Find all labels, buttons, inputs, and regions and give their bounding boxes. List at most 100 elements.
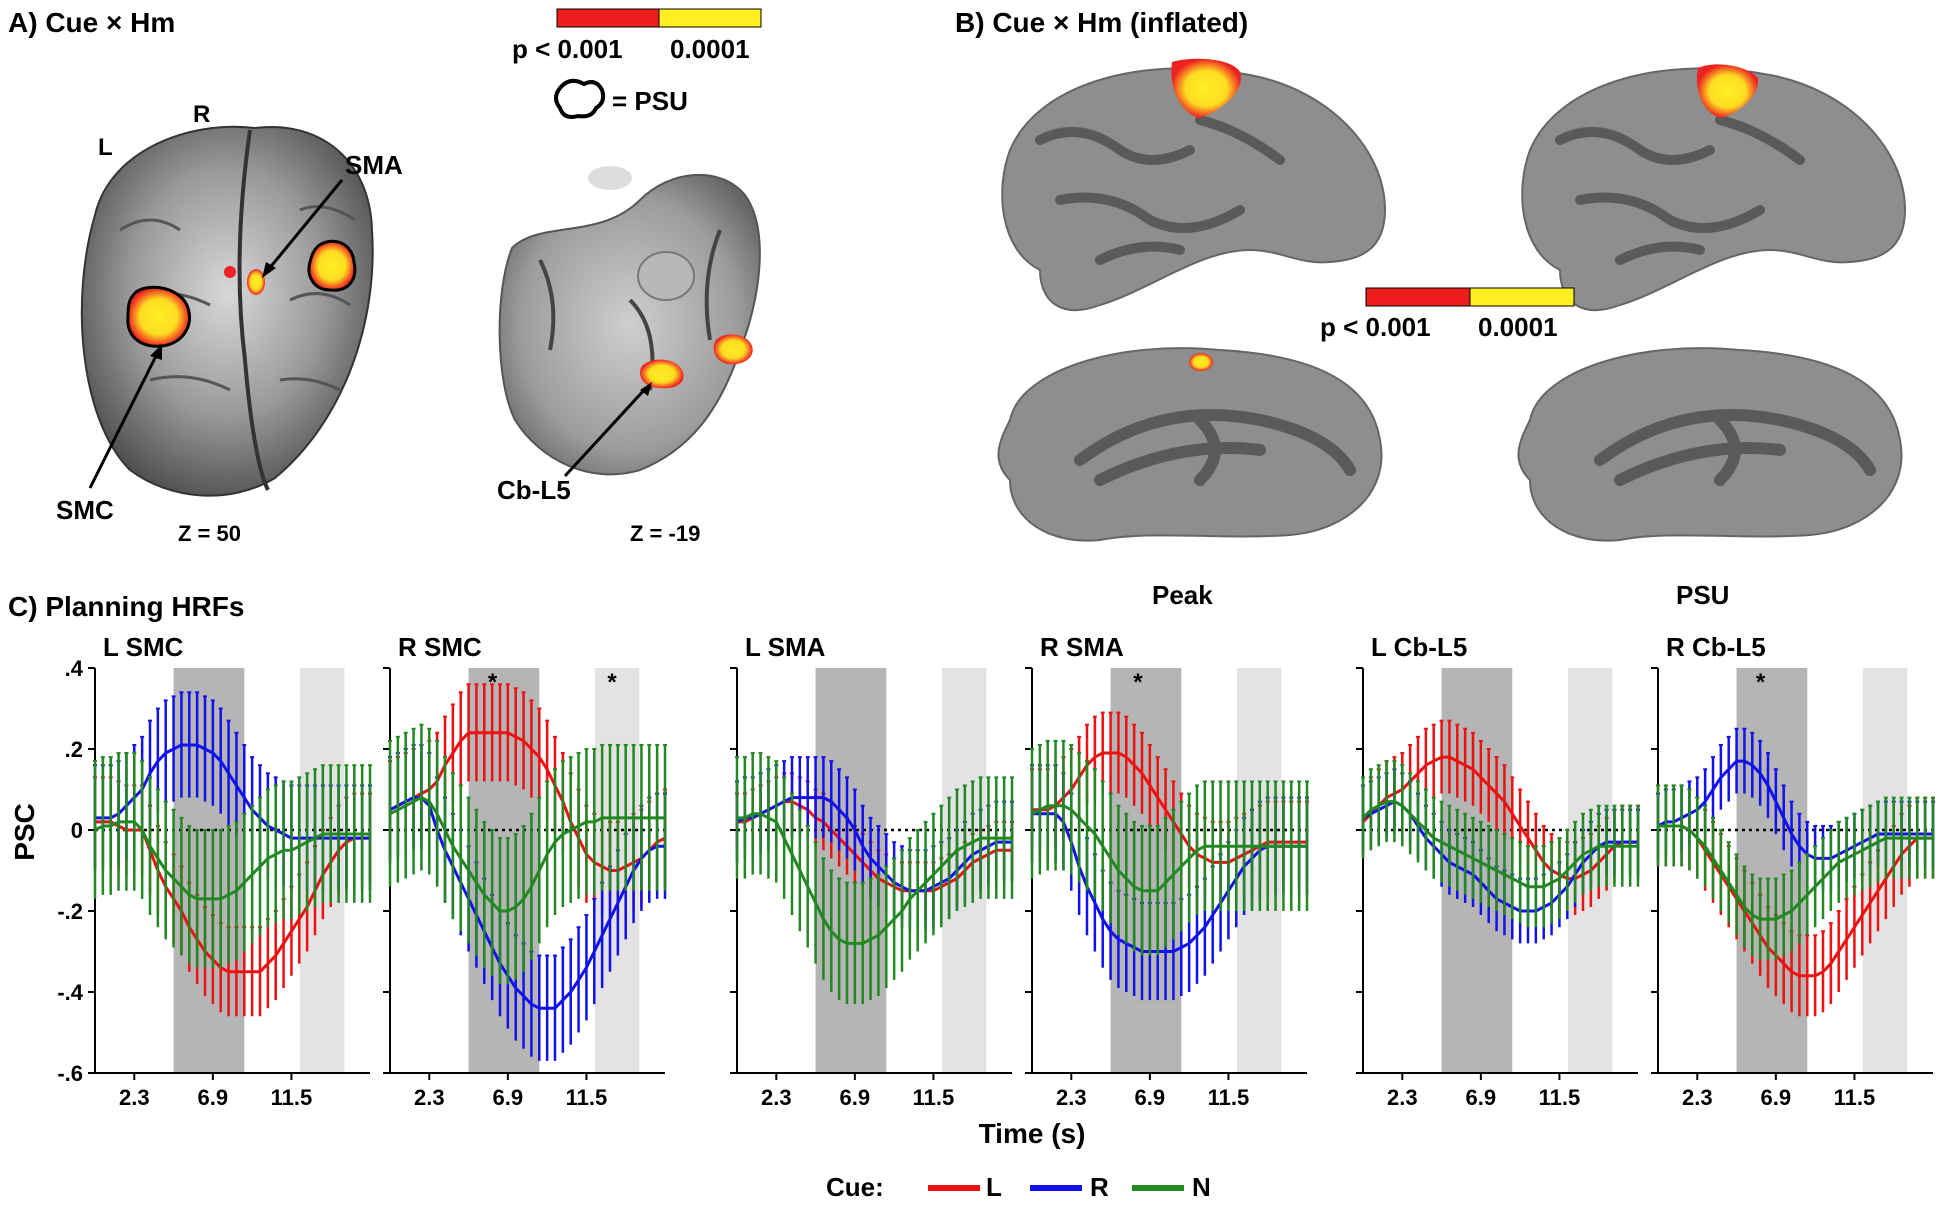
col-label-psu: PSU (1676, 580, 1729, 610)
y-tick-label: -.6 (57, 1061, 83, 1086)
legend-label-r: R (1090, 1172, 1109, 1202)
x-tick-label: 2.3 (761, 1085, 792, 1110)
x-tick-label: 2.3 (1387, 1085, 1418, 1110)
cb-arrow-head (640, 382, 652, 396)
series-line (1658, 824, 1933, 978)
sma-arrow-head (262, 262, 276, 278)
panel-c: C) Planning HRFs PSC 2.3 6.9 11.5 .4 .2 0 -.2 -… (8, 591, 1935, 1202)
sma-activation-right (247, 269, 265, 295)
subplot-title: R SMC (398, 632, 482, 662)
surface-medial-peak-sulci (1074, 409, 1356, 486)
x-tick-label: 6.9 (840, 1085, 871, 1110)
series-n (735, 752, 1014, 1005)
series-n (93, 752, 372, 968)
subplot-title: R Cb-L5 (1666, 632, 1766, 662)
surface-medial-peak (997, 347, 1383, 542)
brainstem (637, 251, 695, 301)
y-tick-label: .2 (65, 737, 83, 762)
col-label-peak: Peak (1152, 580, 1213, 610)
shaded-window-dark (815, 668, 887, 1073)
brain-surface (80, 125, 374, 497)
x-tick-label: 11.5 (1208, 1085, 1250, 1110)
subplot-title: L SMC (103, 632, 184, 662)
sma-activation-left (224, 266, 236, 278)
psu-outline-icon (554, 78, 606, 119)
slice-label-z50: Z = 50 (178, 521, 241, 546)
series-line (737, 812, 1012, 945)
colorbar-b-high-swatch (1469, 287, 1575, 307)
shaded-window-dark (468, 668, 540, 1073)
surface-lateral-peak-activation (1171, 58, 1241, 118)
brain-label-r: R (193, 101, 210, 128)
series-line (1657, 759, 1933, 860)
slice-surface (498, 174, 761, 476)
brain-top-view: L R SMA SMC Z = 50 (56, 101, 403, 546)
smc-arrow-head (150, 344, 162, 360)
y-tick-label: .4 (65, 656, 84, 681)
x-tick-label: 6.9 (198, 1085, 229, 1110)
smc-arrow (88, 351, 160, 489)
subplot-l-cb-l5: 2.3 6.9 11.5 L Cb-L5 (1356, 632, 1640, 1110)
brain-axial-slice: Cb-L5 Z = -19 (497, 166, 761, 546)
legend-label-l: L (986, 1172, 1002, 1202)
x-tick-label: 2.3 (119, 1085, 150, 1110)
brain-midline (237, 129, 270, 491)
subplot-title: R SMA (1040, 632, 1124, 662)
shaded-window-dark (173, 668, 245, 1073)
slice-fragment (588, 166, 632, 190)
x-tick-label: 11.5 (271, 1085, 313, 1110)
colorbar-low-swatch (556, 8, 660, 28)
legend-label-n: N (1192, 1172, 1211, 1202)
series-n (1030, 739, 1309, 956)
surface-lateral-psu-activation (1696, 64, 1759, 118)
surface-medial-peak-activation (1189, 353, 1213, 371)
shaded-window-dark (1736, 668, 1808, 1073)
surface-lateral-peak-sulci (1035, 115, 1285, 265)
smc-activation-right (307, 239, 357, 292)
y-tick-label: 0 (71, 818, 83, 843)
significance-star: * (488, 669, 498, 696)
series-line (95, 743, 370, 840)
significance-star: * (607, 669, 617, 696)
cb-label: Cb-L5 (497, 475, 571, 505)
y-tick-label: -.4 (57, 980, 83, 1005)
hrf-charts: 2.3 6.9 11.5 .4 .2 0 -.2 -.4 -.6 L SMC 2.3 6.9 11.5 R… (57, 632, 1935, 1110)
panel-a: A) Cue × Hm p < 0.001 0.0001 = PSU L R (8, 7, 762, 546)
subplot-r-sma: 2.3 6.9 11.5 R SMA * (1025, 632, 1309, 1110)
brain-label-l: L (98, 134, 113, 161)
sma-label: SMA (345, 150, 403, 180)
surface-medial-psu (1517, 347, 1903, 542)
x-axis-label: Time (s) (979, 1118, 1086, 1149)
panel-a-colorbar: p < 0.001 0.0001 (512, 8, 762, 64)
panel-c-title: C) Planning HRFs (8, 591, 244, 622)
x-tick-label: 11.5 (1539, 1085, 1581, 1110)
series-line (736, 796, 1012, 893)
shaded-window-dark (1441, 668, 1513, 1073)
cb-activation-right (713, 334, 753, 365)
subplot-l-smc: 2.3 6.9 11.5 .4 .2 0 -.2 -.4 -.6 L SMC (57, 632, 372, 1110)
series-line (1658, 824, 1933, 921)
x-tick-label: 6.9 (1466, 1085, 1497, 1110)
series-line (94, 820, 370, 901)
series-line (1361, 755, 1638, 881)
subplot-title: L Cb-L5 (1371, 632, 1467, 662)
sma-arrow (266, 179, 344, 271)
series-line (1031, 804, 1307, 893)
series-line (1032, 812, 1307, 953)
x-tick-label: 6.9 (1135, 1085, 1166, 1110)
x-tick-label: 11.5 (913, 1085, 955, 1110)
panel-b-title: B) Cue × Hm (inflated) (955, 7, 1248, 38)
subplot-r-smc: 2.3 6.9 11.5R SMC* * (383, 632, 667, 1110)
colorbar-b-high-label: 0.0001 (1478, 312, 1558, 342)
cue-legend: Cue: L R N (826, 1172, 1211, 1202)
series-n (1656, 784, 1935, 960)
cb-arrow (563, 386, 648, 478)
psu-legend-label: = PSU (612, 86, 688, 116)
significance-star: * (1133, 669, 1143, 696)
x-tick-label: 2.3 (1056, 1085, 1087, 1110)
colorbar-high-swatch (658, 8, 762, 28)
series-line (1361, 800, 1638, 889)
series-n (388, 723, 667, 984)
x-tick-label: 2.3 (414, 1085, 445, 1110)
